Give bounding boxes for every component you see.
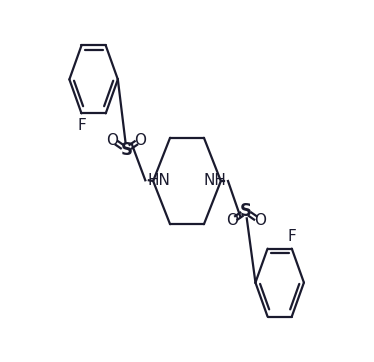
Text: S: S bbox=[240, 202, 252, 220]
Text: O: O bbox=[107, 132, 119, 147]
Text: F: F bbox=[288, 230, 296, 244]
Text: HN: HN bbox=[147, 173, 170, 188]
Text: O: O bbox=[134, 132, 146, 147]
Text: S: S bbox=[120, 140, 132, 159]
Text: F: F bbox=[77, 118, 86, 132]
Text: NH: NH bbox=[203, 173, 226, 189]
Text: O: O bbox=[226, 214, 238, 228]
Text: O: O bbox=[254, 214, 266, 228]
